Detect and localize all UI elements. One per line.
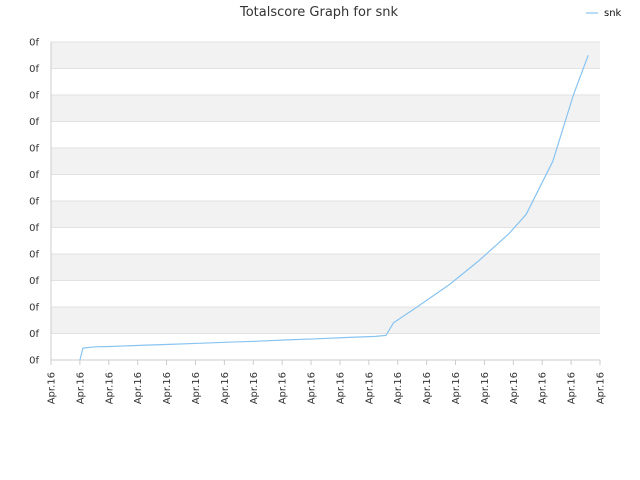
y-tick-label: 0f (29, 303, 39, 314)
x-tick-label: Apr.16 (47, 372, 58, 404)
x-tick-label: Apr.16 (133, 372, 144, 404)
x-tick-label: Apr.16 (191, 372, 202, 404)
y-tick-label: 0f (29, 250, 39, 261)
x-tick-label: Apr.16 (104, 372, 115, 404)
y-tick-label: 0f (29, 197, 39, 208)
y-tick-label: 0f (29, 117, 39, 128)
x-tick-label: Apr.16 (75, 372, 86, 404)
grid-band (51, 201, 600, 228)
x-tick-label: Apr.16 (220, 372, 231, 404)
x-tick-label: Apr.16 (364, 372, 375, 404)
x-tick-label: Apr.16 (480, 372, 491, 404)
grid-band (51, 254, 600, 281)
x-tick-label: Apr.16 (567, 372, 578, 404)
series-group (79, 55, 589, 361)
x-tick-label: Apr.16 (307, 372, 318, 404)
y-tick-label: 0f (29, 64, 39, 75)
x-tick-label: Apr.16 (393, 372, 404, 404)
y-tick-label: 0f (29, 356, 39, 367)
legend[interactable]: snk (586, 8, 622, 19)
grid-band (51, 280, 600, 307)
x-tick-label: Apr.16 (538, 372, 549, 404)
grid-band (51, 148, 600, 175)
grid-band (51, 333, 600, 360)
legend-label-snk: snk (604, 8, 622, 19)
x-tick-label: Apr.16 (596, 372, 607, 404)
x-tick-label: Apr.16 (509, 372, 520, 404)
y-tick-label: 0f (29, 329, 39, 340)
x-tick-label: Apr.16 (451, 372, 462, 404)
chart-title: Totalscore Graph for snk (239, 5, 398, 20)
x-tick-label: Apr.16 (335, 372, 346, 404)
y-tick-label: 0f (29, 144, 39, 155)
grid-band (51, 95, 600, 122)
grid-band (51, 307, 600, 334)
grid-band (51, 68, 600, 95)
grid-band (51, 227, 600, 254)
grid-band (51, 121, 600, 148)
series-line-snk (79, 55, 589, 361)
axes (50, 42, 600, 361)
y-tick-labels: 0f 0f 0f 0f 0f 0f 0f 0f 0f 0f 0f 0f 0f (29, 38, 39, 367)
x-tick-label: Apr.16 (278, 372, 289, 404)
grid-band (51, 174, 600, 201)
grid-bands (51, 42, 600, 360)
y-tick-label: 0f (29, 91, 39, 102)
grid-band (51, 42, 600, 69)
y-tick-label: 0f (29, 38, 39, 49)
x-tick-label: Apr.16 (162, 372, 173, 404)
y-tick-label: 0f (29, 223, 39, 234)
x-tick-labels: Apr.16 Apr.16 Apr.16 Apr.16 Apr.16 Apr.16 Apr.… (47, 360, 607, 404)
y-tick-label: 0f (29, 276, 39, 287)
x-tick-label: Apr.16 (249, 372, 260, 404)
y-tick-label: 0f (29, 170, 39, 181)
x-tick-label: Apr.16 (422, 372, 433, 404)
